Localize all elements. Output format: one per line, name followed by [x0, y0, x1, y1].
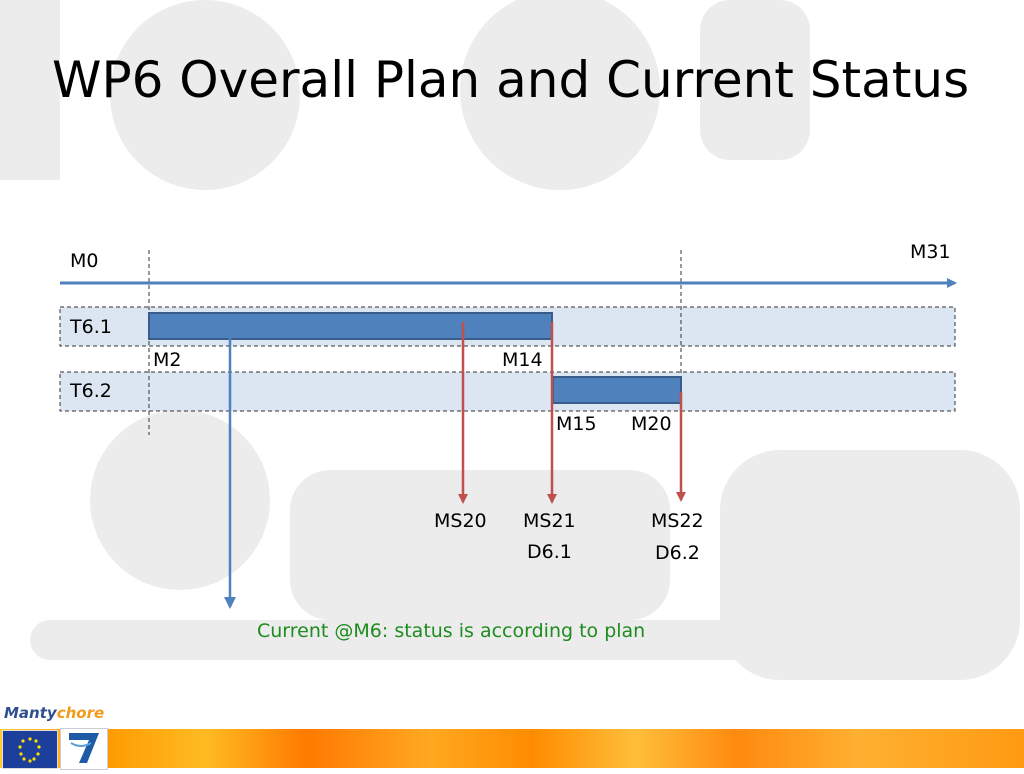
project-logo-part2: chore	[56, 704, 105, 722]
fp7-logo-icon	[60, 728, 108, 770]
deliverable-label-d6-1: D6.1	[527, 541, 572, 563]
milestone-label-ms20: MS20	[434, 510, 487, 532]
task-end-label-t6-2: M20	[631, 413, 672, 435]
task-start-label-t6-1: M2	[153, 349, 182, 371]
project-logo: Mantychore	[4, 703, 104, 723]
task-end-label-t6-1: M14	[502, 349, 543, 371]
task-bar-t6-1	[148, 312, 553, 340]
milestone-label-ms21: MS21	[523, 510, 576, 532]
eu-flag-icon	[2, 730, 58, 769]
deliverable-label-d6-2: D6.2	[655, 542, 700, 564]
task-label-t6-1: T6.1	[70, 316, 112, 338]
task-row-band-t6-2	[59, 371, 956, 412]
task-bar-t6-2	[552, 376, 682, 404]
project-logo-part1: Manty	[4, 704, 57, 722]
task-label-t6-2: T6.2	[70, 380, 112, 402]
status-note: Current @M6: status is according to plan	[257, 620, 646, 642]
timeline-end-label: M31	[910, 241, 951, 263]
milestone-label-ms22: MS22	[651, 510, 704, 532]
footer: Mantychore	[0, 700, 1024, 770]
task-start-label-t6-2: M15	[556, 413, 597, 435]
footer-decorative-band	[0, 729, 1024, 768]
slide-title: WP6 Overall Plan and Current Status	[52, 51, 970, 109]
timeline-start-label: M0	[70, 250, 99, 272]
